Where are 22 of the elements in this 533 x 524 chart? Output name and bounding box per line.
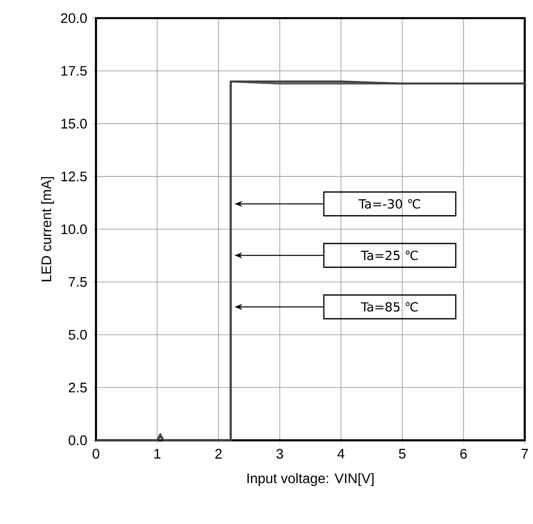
x-tick-label: 5	[398, 448, 406, 458]
y-tick-label: 2.5	[68, 382, 87, 392]
y-tick-label: 10.0	[61, 224, 87, 234]
x-tick-label: 7	[522, 448, 528, 458]
x-tick-label: 3	[276, 448, 283, 459]
x-tick-label: 1	[154, 448, 160, 458]
y-tick-label: 17.5	[61, 66, 87, 76]
y-tick-label: 7.5	[68, 276, 87, 287]
y-tick-label: 15.0	[61, 118, 87, 128]
annotation: Ta=85 ℃	[360, 302, 418, 312]
x-tick-label: 6	[460, 448, 467, 459]
x-tick-label: 0	[92, 448, 100, 459]
x-axis-title: Input voltage: VIN[V]	[247, 472, 374, 486]
annotation: Ta=-30 ℃	[358, 198, 420, 208]
y-tick-label: 20.0	[61, 13, 87, 23]
annotation: Ta=25 ℃	[360, 250, 418, 260]
x-tick-label: 2	[215, 448, 222, 458]
y-axis-title: LED current [mA]	[41, 176, 54, 281]
y-tick-label: 12.5	[61, 171, 87, 182]
y-tick-label: 0.0	[68, 435, 87, 446]
y-tick-label: 5.0	[68, 330, 87, 340]
x-tick-label: 4	[337, 448, 344, 458]
